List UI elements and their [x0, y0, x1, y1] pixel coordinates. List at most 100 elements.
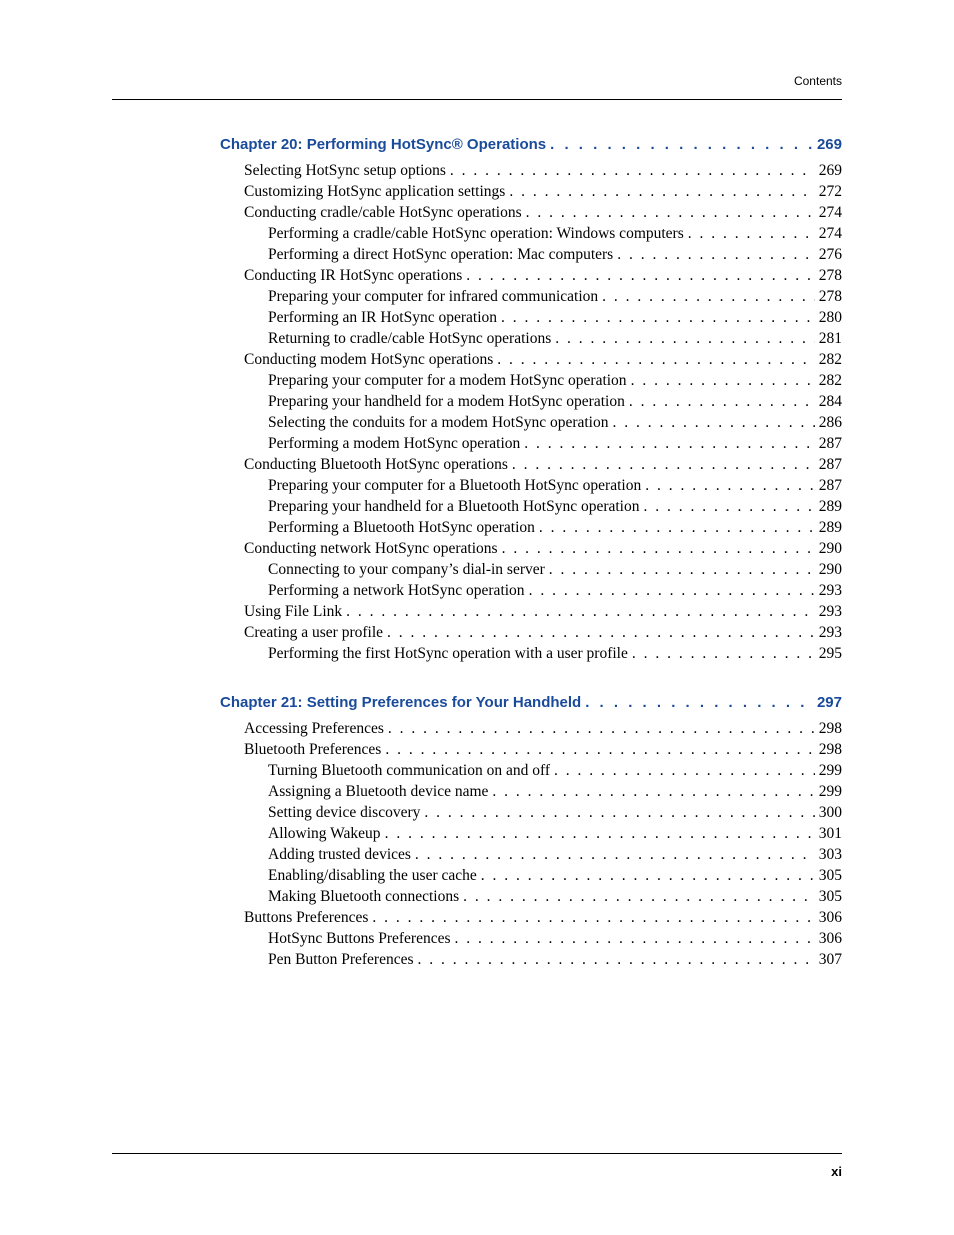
toc-entry[interactable]: Conducting IR HotSync operations. . . . … [244, 268, 842, 284]
dot-leader: . . . . . . . . . . . . . . . . . . . . … [451, 931, 815, 947]
dot-leader: . . . . . . . . . . . . . . . . . . . . … [613, 247, 815, 263]
dot-leader: . . . . . . . . . . . . . . . . . . . . … [522, 205, 815, 221]
toc-entry-page: 305 [815, 868, 842, 884]
toc-entry[interactable]: Returning to cradle/cable HotSync operat… [268, 331, 842, 347]
header-contents-label: Contents [794, 74, 842, 88]
toc-entry[interactable]: Conducting cradle/cable HotSync operatio… [244, 205, 842, 221]
toc-entry[interactable]: Setting device discovery. . . . . . . . … [268, 805, 842, 821]
toc-entry-page: 287 [815, 436, 842, 452]
toc-entry[interactable]: Creating a user profile. . . . . . . . .… [244, 625, 842, 641]
toc-entry-page: 295 [815, 646, 842, 662]
toc-entry-label: Selecting HotSync setup options [244, 163, 446, 179]
toc-chapter-link[interactable]: Chapter 20: Performing HotSync® Operatio… [220, 136, 842, 153]
dot-leader: . . . . . . . . . . . . . . . . . . . . … [609, 415, 815, 431]
toc-entry-page: 281 [815, 331, 842, 347]
dot-leader: . . . . . . . . . . . . . . . . . . . . … [462, 268, 814, 284]
toc-entry-page: 278 [815, 289, 842, 305]
toc-entry[interactable]: Conducting network HotSync operations. .… [244, 541, 842, 557]
toc-entry[interactable]: Preparing your handheld for a modem HotS… [268, 394, 842, 410]
dot-leader: . . . . . . . . . . . . . . . . . . . . … [525, 583, 815, 599]
toc-entry[interactable]: Buttons Preferences. . . . . . . . . . .… [244, 910, 842, 926]
toc-entry-page: 274 [815, 226, 842, 242]
toc-entry-label: Assigning a Bluetooth device name [268, 784, 488, 800]
toc-entry[interactable]: Allowing Wakeup. . . . . . . . . . . . .… [268, 826, 842, 842]
toc-entry-page: 276 [815, 247, 842, 263]
toc-entry-page: 298 [815, 742, 842, 758]
toc-entry[interactable]: Assigning a Bluetooth device name. . . .… [268, 784, 842, 800]
dot-leader: . . . . . . . . . . . . . . . . . . . . … [641, 478, 815, 494]
toc-entry[interactable]: Performing a modem HotSync operation. . … [268, 436, 842, 452]
toc-entry[interactable]: Performing a direct HotSync operation: M… [268, 247, 842, 263]
toc-entry-page: 290 [815, 541, 842, 557]
toc-entry[interactable]: Preparing your computer for a Bluetooth … [268, 478, 842, 494]
toc-entry-label: Performing a Bluetooth HotSync operation [268, 520, 535, 536]
toc-entry-label: Selecting the conduits for a modem HotSy… [268, 415, 609, 431]
toc-entry-label: Performing a modem HotSync operation [268, 436, 520, 452]
toc-entry-page: 280 [815, 310, 842, 326]
toc-entry[interactable]: Performing a Bluetooth HotSync operation… [268, 520, 842, 536]
toc-entry[interactable]: Enabling/disabling the user cache. . . .… [268, 868, 842, 884]
toc-entry[interactable]: Performing the first HotSync operation w… [268, 646, 842, 662]
toc-entry-label: Chapter 21: Setting Preferences for Your… [220, 694, 581, 711]
toc-entry-page: 293 [815, 604, 842, 620]
toc-entry-page: 272 [815, 184, 842, 200]
toc-entry-page: 274 [815, 205, 842, 221]
toc-entry-label: Preparing your computer for infrared com… [268, 289, 598, 305]
toc-entry[interactable]: Selecting the conduits for a modem HotSy… [268, 415, 842, 431]
dot-leader: . . . . . . . . . . . . . . . . . . . . … [550, 763, 815, 779]
toc-entry[interactable]: Connecting to your company’s dial-in ser… [268, 562, 842, 578]
footer-rule [112, 1153, 842, 1154]
dot-leader: . . . . . . . . . . . . . . . . . . . . … [628, 646, 815, 662]
toc-entry[interactable]: Turning Bluetooth communication on and o… [268, 763, 842, 779]
toc-entry-page: 282 [815, 352, 842, 368]
toc-chapter-link[interactable]: Chapter 21: Setting Preferences for Your… [220, 694, 842, 711]
toc-entry[interactable]: Selecting HotSync setup options. . . . .… [244, 163, 842, 179]
toc-entry-label: Performing a network HotSync operation [268, 583, 525, 599]
toc-entry[interactable]: Using File Link. . . . . . . . . . . . .… [244, 604, 842, 620]
toc-entry-label: Returning to cradle/cable HotSync operat… [268, 331, 551, 347]
toc-entry-label: Performing a cradle/cable HotSync operat… [268, 226, 684, 242]
dot-leader: . . . . . . . . . . . . . . . . . . . . … [381, 742, 814, 758]
toc-entry[interactable]: Conducting modem HotSync operations. . .… [244, 352, 842, 368]
toc-entry-page: 306 [815, 931, 842, 947]
toc-entry[interactable]: Adding trusted devices. . . . . . . . . … [268, 847, 842, 863]
table-of-contents: Chapter 20: Performing HotSync® Operatio… [220, 136, 842, 967]
toc-entry[interactable]: Preparing your computer for a modem HotS… [268, 373, 842, 389]
dot-leader: . . . . . . . . . . . . . . . . . . . . … [488, 784, 814, 800]
toc-entry-page: 289 [815, 499, 842, 515]
toc-entry[interactable]: HotSync Buttons Preferences. . . . . . .… [268, 931, 842, 947]
page-header: Contents [112, 70, 842, 100]
toc-entry-page: 284 [815, 394, 842, 410]
toc-entry[interactable]: Preparing your handheld for a Bluetooth … [268, 499, 842, 515]
toc-entry[interactable]: Accessing Preferences. . . . . . . . . .… [244, 721, 842, 737]
toc-entry[interactable]: Performing a network HotSync operation. … [268, 583, 842, 599]
dot-leader: . . . . . . . . . . . . . . . . . . . . … [625, 394, 815, 410]
toc-entry[interactable]: Customizing HotSync application settings… [244, 184, 842, 200]
toc-entry[interactable]: Conducting Bluetooth HotSync operations.… [244, 457, 842, 473]
toc-entry-label: Preparing your handheld for a Bluetooth … [268, 499, 640, 515]
toc-entry-label: Buttons Preferences [244, 910, 368, 926]
page: Contents Chapter 20: Performing HotSync®… [0, 0, 954, 1235]
dot-leader: . . . . . . . . . . . . . . . . . . . . … [477, 868, 815, 884]
toc-entry-label: Using File Link [244, 604, 342, 620]
toc-entry-page: 297 [813, 694, 842, 711]
dot-leader: . . . . . . . . . . . . . . . . . . . . … [384, 721, 815, 737]
toc-entry[interactable]: Pen Button Preferences. . . . . . . . . … [268, 952, 842, 968]
toc-entry[interactable]: Performing an IR HotSync operation. . . … [268, 310, 842, 326]
dot-leader: . . . . . . . . . . . . . . . . . . . . … [383, 625, 815, 641]
toc-entry-page: 287 [815, 478, 842, 494]
toc-entry-label: Making Bluetooth connections [268, 889, 459, 905]
toc-entry[interactable]: Bluetooth Preferences. . . . . . . . . .… [244, 742, 842, 758]
toc-entry[interactable]: Performing a cradle/cable HotSync operat… [268, 226, 842, 242]
dot-leader: . . . . . . . . . . . . . . . . . . . . … [342, 604, 815, 620]
toc-entry-label: Bluetooth Preferences [244, 742, 381, 758]
toc-entry-label: Conducting Bluetooth HotSync operations [244, 457, 508, 473]
toc-entry-page: 269 [813, 136, 842, 153]
toc-entry[interactable]: Preparing your computer for infrared com… [268, 289, 842, 305]
toc-entry-label: Preparing your handheld for a modem HotS… [268, 394, 625, 410]
dot-leader: . . . . . . . . . . . . . . . . . . . . … [420, 805, 814, 821]
dot-leader: . . . . . . . . . . . . . . . . . . . . … [684, 226, 815, 242]
page-footer: xi [112, 1153, 842, 1179]
toc-entry-label: HotSync Buttons Preferences [268, 931, 451, 947]
toc-entry[interactable]: Making Bluetooth connections. . . . . . … [268, 889, 842, 905]
